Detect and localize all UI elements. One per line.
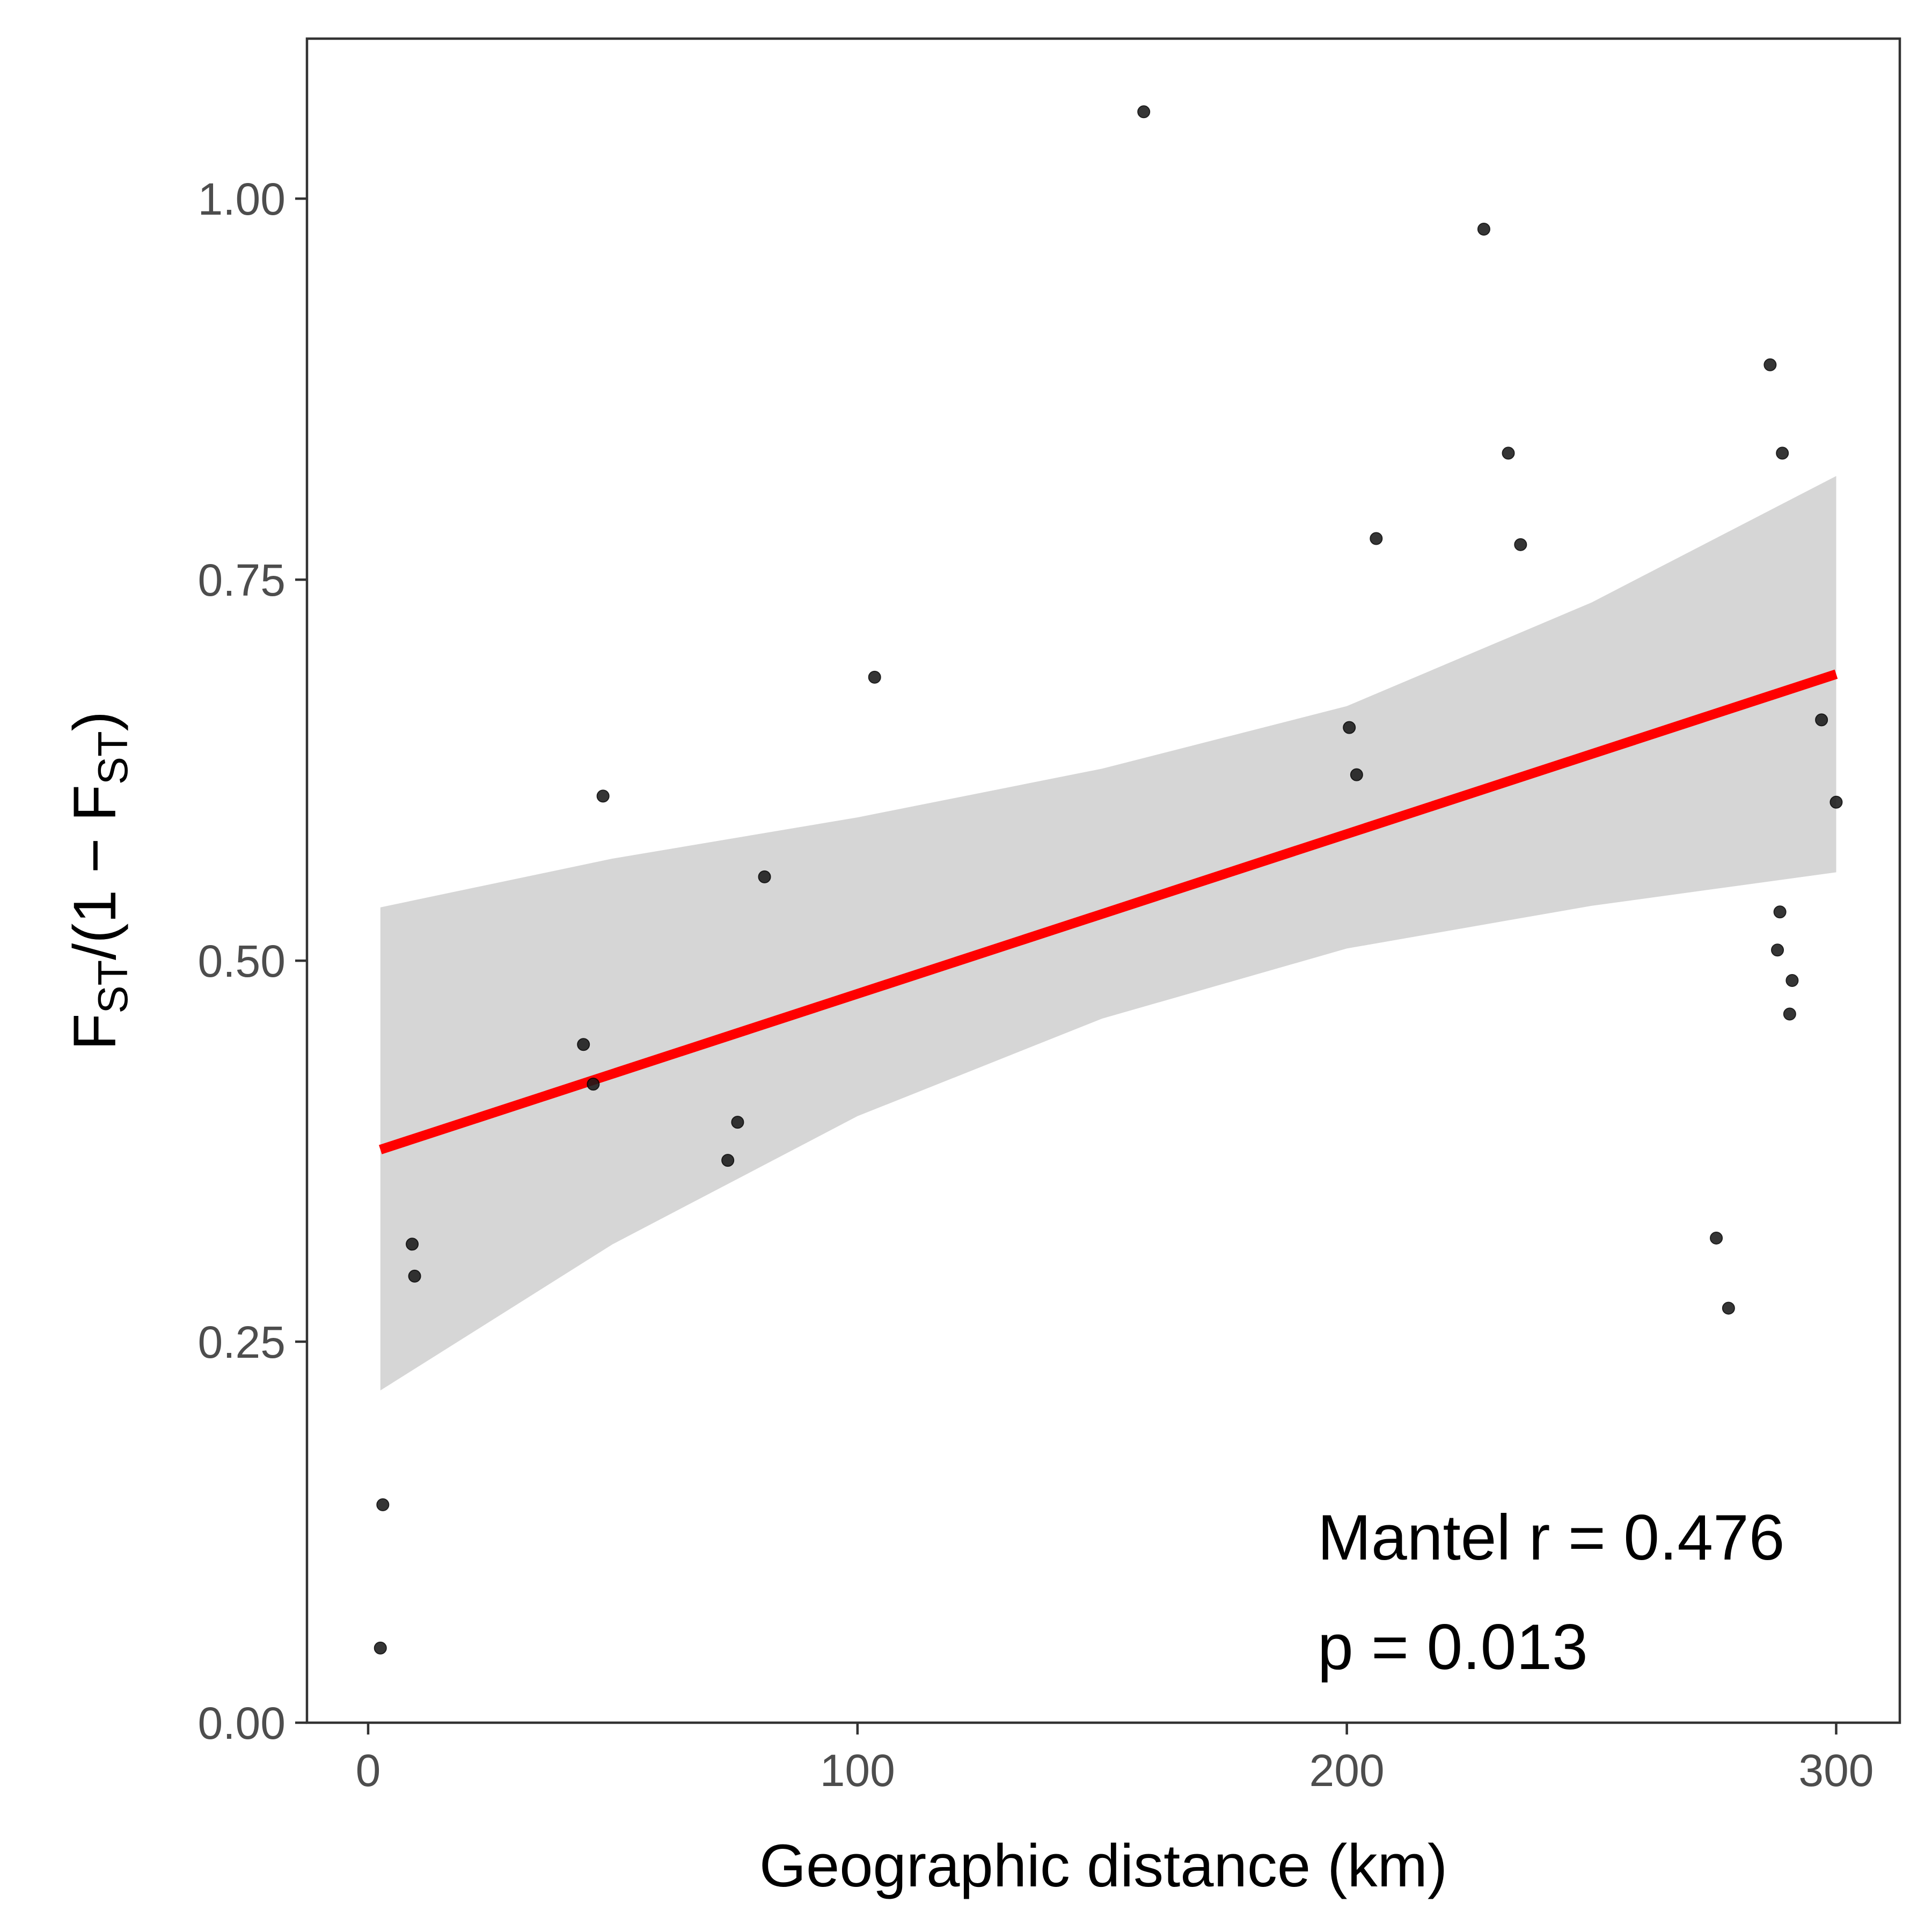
y-axis-title-part: ST (89, 960, 136, 1014)
data-point-4 (408, 1269, 421, 1283)
y-axis-title-part: /(1 − F (61, 785, 128, 960)
data-point-10 (758, 870, 771, 883)
data-point-17 (1502, 447, 1515, 460)
y-axis-title-part: ST (89, 731, 136, 785)
x-tick-label: 300 (1798, 1745, 1874, 1796)
regression-line (378, 669, 1838, 1154)
plot-panel-border (305, 37, 1901, 1724)
data-point-24 (1776, 447, 1789, 460)
x-axis-title: Geographic distance (km) (759, 1832, 1447, 1899)
data-point-8 (721, 1154, 735, 1167)
data-point-13 (1343, 721, 1356, 734)
data-point-15 (1370, 532, 1383, 545)
y-tick-label: 0.25 (198, 1317, 286, 1367)
data-point-6 (587, 1078, 600, 1091)
data-point-21 (1763, 358, 1777, 371)
y-axis-title-part: ) (61, 711, 128, 731)
confidence-band-layer (380, 476, 1836, 1391)
data-point-20 (1722, 1301, 1735, 1315)
data-point-12 (1137, 105, 1151, 119)
data-point-22 (1771, 943, 1784, 957)
x-tick-label: 0 (356, 1745, 381, 1796)
y-axis-title: FST/(1 − FST) (61, 711, 136, 1050)
annotation-p-value: p = 0.013 (1318, 1611, 1588, 1683)
data-point-11 (868, 670, 881, 684)
data-points (374, 105, 1843, 1655)
y-tick-label: 0.75 (198, 555, 286, 605)
data-point-25 (1783, 1007, 1796, 1021)
data-point-2 (376, 1498, 390, 1511)
fit-line-layer (378, 669, 1838, 1154)
data-point-3 (406, 1238, 419, 1251)
data-point-7 (596, 789, 610, 803)
data-point-18 (1514, 538, 1527, 551)
data-point-1 (374, 1641, 387, 1655)
data-point-5 (577, 1038, 590, 1051)
data-point-27 (1815, 713, 1828, 727)
y-tick-label: 0.00 (198, 1698, 286, 1748)
y-axis-title-part: F (61, 1013, 128, 1050)
y-axis-ticks: 0.00 0.25 0.50 0.75 1.00 (198, 174, 307, 1748)
x-tick-label: 200 (1309, 1745, 1385, 1796)
data-point-28 (1829, 795, 1843, 809)
x-tick-label: 100 (820, 1745, 895, 1796)
data-point-23 (1773, 905, 1787, 919)
y-tick-label: 1.00 (198, 174, 286, 224)
annotation-mantel-r: Mantel r = 0.476 (1318, 1502, 1785, 1574)
data-point-26 (1785, 974, 1799, 987)
data-point-14 (1350, 768, 1363, 781)
confidence-band (380, 476, 1836, 1391)
x-axis-ticks: 0 100 200 300 (356, 1723, 1874, 1796)
data-point-16 (1477, 222, 1490, 236)
y-tick-label: 0.50 (198, 936, 286, 986)
data-point-9 (731, 1116, 744, 1129)
data-point-19 (1710, 1231, 1723, 1245)
